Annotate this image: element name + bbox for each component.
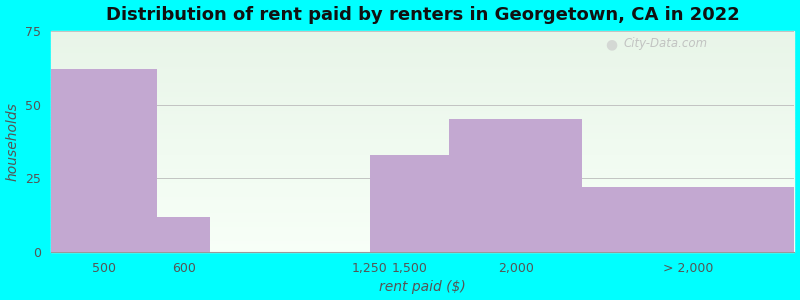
Bar: [51, 67, 794, 69]
Bar: [51, 100, 794, 103]
Bar: [51, 241, 794, 244]
Bar: [51, 53, 794, 56]
Bar: [51, 202, 794, 205]
Bar: [51, 108, 794, 111]
Bar: [51, 116, 794, 119]
Bar: [51, 83, 794, 86]
Bar: [51, 125, 794, 128]
Bar: [51, 169, 794, 172]
Bar: [51, 177, 794, 180]
Bar: [51, 69, 157, 252]
Bar: [51, 152, 794, 155]
Bar: [51, 141, 794, 144]
Bar: [51, 144, 794, 147]
Bar: [51, 50, 794, 53]
Bar: [51, 64, 794, 67]
Bar: [51, 244, 794, 247]
Bar: [51, 247, 794, 249]
Bar: [51, 128, 794, 130]
Bar: [51, 147, 794, 150]
Bar: [582, 187, 794, 252]
Bar: [51, 103, 794, 105]
Bar: [51, 236, 794, 238]
Bar: [51, 119, 794, 122]
Bar: [51, 94, 794, 97]
Bar: [51, 56, 794, 58]
Bar: [51, 230, 794, 233]
Bar: [51, 208, 794, 211]
Bar: [51, 249, 794, 252]
Bar: [51, 136, 794, 139]
Bar: [51, 39, 794, 42]
Bar: [51, 197, 794, 200]
Bar: [51, 80, 794, 83]
Bar: [51, 111, 794, 114]
Bar: [51, 114, 794, 116]
Bar: [51, 219, 794, 222]
Text: ●: ●: [605, 37, 617, 51]
Bar: [51, 166, 794, 169]
Bar: [51, 211, 794, 213]
Bar: [51, 183, 794, 186]
Bar: [51, 42, 794, 44]
Bar: [51, 89, 794, 92]
Bar: [51, 36, 794, 39]
Title: Distribution of rent paid by renters in Georgetown, CA in 2022: Distribution of rent paid by renters in …: [106, 6, 739, 24]
Bar: [51, 155, 794, 158]
Bar: [51, 47, 794, 50]
Bar: [51, 186, 794, 188]
Bar: [51, 227, 794, 230]
Bar: [51, 213, 794, 216]
Bar: [51, 180, 794, 183]
Bar: [51, 44, 794, 47]
Y-axis label: households: households: [6, 102, 19, 181]
Bar: [51, 78, 794, 80]
Bar: [51, 75, 794, 78]
X-axis label: rent paid ($): rent paid ($): [379, 280, 466, 294]
Bar: [51, 61, 794, 64]
Bar: [51, 224, 794, 227]
Bar: [51, 150, 794, 152]
Bar: [51, 222, 794, 224]
Bar: [51, 92, 794, 94]
Bar: [51, 216, 794, 219]
Bar: [51, 205, 794, 208]
Bar: [51, 130, 794, 133]
Bar: [370, 155, 449, 252]
Bar: [157, 217, 210, 252]
Bar: [51, 122, 794, 125]
Bar: [51, 139, 794, 141]
Bar: [51, 158, 794, 161]
Bar: [51, 172, 794, 175]
Bar: [51, 188, 794, 191]
Bar: [51, 191, 794, 194]
Bar: [51, 200, 794, 202]
Bar: [51, 175, 794, 177]
Text: City-Data.com: City-Data.com: [623, 37, 707, 50]
Bar: [51, 164, 794, 166]
Bar: [449, 119, 582, 252]
Bar: [51, 238, 794, 241]
Bar: [51, 69, 794, 72]
Bar: [51, 72, 794, 75]
Bar: [51, 105, 794, 108]
Bar: [51, 31, 794, 33]
Bar: [51, 161, 794, 164]
Bar: [51, 97, 794, 100]
Bar: [51, 194, 794, 197]
Bar: [51, 133, 794, 136]
Bar: [51, 86, 794, 89]
Bar: [51, 58, 794, 61]
Bar: [51, 233, 794, 236]
Bar: [51, 33, 794, 36]
